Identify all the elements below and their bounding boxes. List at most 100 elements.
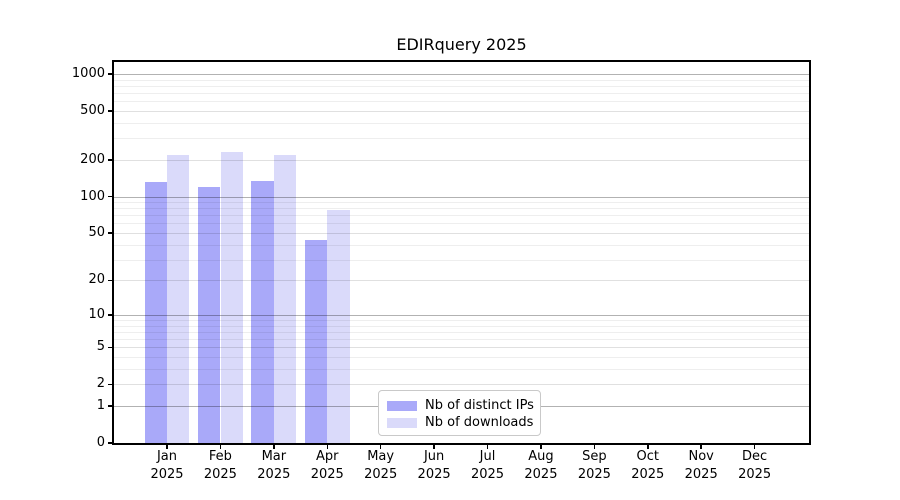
x-tick-label-month: Jan: [156, 449, 178, 464]
bar-downloads-mar: [273, 154, 297, 443]
gridlines-layer: [114, 62, 809, 443]
y-tick-mark-200: [108, 159, 112, 161]
gridline-300: [114, 138, 809, 140]
x-tick-mark-feb: [219, 445, 222, 449]
x-tick-label-feb: Feb 2025: [189, 448, 251, 483]
y-tick-mark-500: [108, 110, 112, 112]
x-tick-mark-mar: [273, 445, 275, 449]
gridline-600: [114, 101, 809, 103]
x-tick-mark-oct: [647, 445, 649, 449]
y-tick-mark-100: [108, 195, 112, 198]
y-tick-label-1000: 1000: [71, 66, 105, 81]
gridline-200: [114, 159, 809, 161]
x-tick-label-jun: Jun 2025: [403, 448, 465, 483]
gridline-9: [114, 320, 809, 322]
y-tick-mark-0: [108, 442, 112, 444]
gridline-40: [114, 244, 809, 246]
chart-title: EDIRquery 2025: [396, 35, 527, 54]
gridline-400: [114, 122, 809, 124]
y-tick-label-5: 5: [96, 339, 105, 355]
x-tick-label-year: 2025: [364, 466, 398, 482]
y-tick-label-20: 20: [88, 272, 105, 288]
gridline-500: [114, 110, 809, 112]
x-tick-mark-jan: [166, 445, 168, 449]
gridline-8: [114, 325, 809, 327]
x-tick-label-month: Sep: [582, 449, 607, 464]
x-tick-label-month: Dec: [742, 449, 768, 464]
y-tick-mark-1: [108, 405, 112, 407]
x-tick-label-year: 2025: [150, 466, 184, 482]
gridline-6: [114, 339, 809, 341]
x-tick-label-year: 2025: [684, 466, 718, 482]
y-tick-label-200: 200: [80, 151, 105, 167]
gridline-5: [114, 347, 809, 349]
gridline-10: [114, 314, 809, 316]
y-tick-label-100: 100: [80, 188, 105, 204]
y-tick-mark-5: [108, 346, 112, 349]
x-tick-mark-jun: [433, 445, 435, 449]
x-tick-label-month: Nov: [688, 449, 714, 464]
x-tick-label-dec: Dec 2025: [724, 448, 786, 483]
legend-label-distinct-ips: Nb of distinct IPs: [425, 398, 534, 413]
x-tick-mark-sep: [593, 445, 596, 449]
x-tick-mark-jul: [486, 445, 489, 449]
x-tick-label-month: Aug: [528, 449, 554, 464]
x-tick-label-oct: Oct 2025: [617, 448, 679, 483]
x-tick-mark-apr: [326, 445, 328, 449]
x-tick-label-year: 2025: [577, 466, 611, 482]
x-tick-mark-aug: [540, 445, 542, 449]
y-tick-label-2: 2: [96, 376, 105, 392]
legend-row-distinct-ips: Nb of distinct IPs: [387, 397, 540, 414]
x-tick-label-month: Jun: [423, 449, 445, 464]
gridline-1000: [114, 74, 809, 75]
gridline-60: [114, 223, 809, 225]
gridline-50: [114, 233, 809, 234]
legend-swatch-distinct-ips: [387, 400, 417, 411]
y-tick-mark-10: [108, 314, 112, 316]
gridline-80: [114, 208, 809, 210]
x-tick-label-year: 2025: [631, 466, 665, 482]
y-tick-label-50: 50: [88, 225, 105, 240]
bar-downloads-feb: [220, 152, 243, 443]
y-tick-label-10: 10: [88, 306, 105, 322]
y-tick-mark-1000: [108, 73, 112, 75]
gridline-900: [114, 79, 809, 81]
x-tick-label-mar: Mar 2025: [243, 448, 305, 483]
x-tick-label-aug: Aug 2025: [510, 448, 572, 483]
gridline-800: [114, 85, 809, 87]
legend-swatch-downloads: [387, 417, 417, 428]
x-tick-label-month: Apr: [316, 449, 339, 464]
gridline-700: [114, 93, 809, 95]
y-tick-label-500: 500: [80, 102, 105, 118]
x-tick-label-year: 2025: [257, 466, 291, 482]
x-tick-label-month: Jul: [479, 449, 496, 464]
x-tick-label-year: 2025: [524, 466, 558, 482]
y-tick-mark-2: [108, 383, 112, 386]
y-tick-mark-20: [108, 279, 112, 282]
y-tick-mark-50: [108, 232, 112, 234]
x-tick-label-month: Feb: [208, 449, 232, 464]
gridline-7: [114, 331, 809, 333]
bars-layer: [114, 62, 809, 443]
gridline-4: [114, 357, 809, 359]
legend: Nb of distinct IPs Nb of downloads: [378, 390, 541, 436]
x-tick-label-jan: Jan 2025: [136, 448, 198, 483]
bar-distinct-ips-apr: [304, 239, 328, 443]
legend-row-downloads: Nb of downloads: [387, 414, 540, 431]
x-tick-mark-nov: [700, 445, 702, 449]
plot-area: [112, 60, 811, 445]
bar-distinct-ips-jan: [144, 182, 167, 443]
gridline-70: [114, 215, 809, 217]
bar-downloads-jan: [167, 154, 190, 443]
gridline-2: [114, 384, 809, 386]
x-tick-mark-dec: [753, 445, 756, 449]
gridline-3: [114, 368, 809, 370]
bar-distinct-ips-feb: [197, 187, 221, 443]
gridline-30: [114, 259, 809, 261]
y-tick-label-1: 1: [96, 397, 105, 413]
x-tick-label-jul: Jul 2025: [457, 448, 519, 483]
x-tick-label-month: Oct: [636, 449, 659, 464]
legend-label-downloads: Nb of downloads: [425, 415, 534, 430]
x-tick-label-year: 2025: [738, 466, 772, 482]
